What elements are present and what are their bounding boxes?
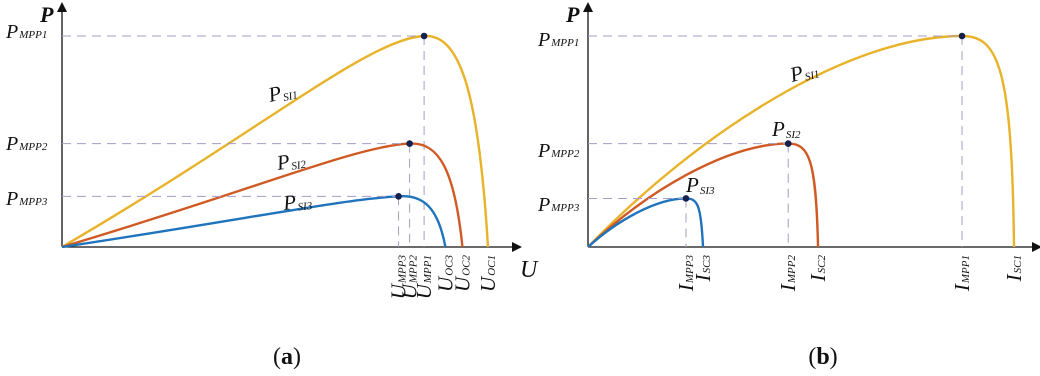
x-tick-label: IMPP2 (776, 255, 800, 293)
series-label: PSI1 (265, 77, 299, 107)
x-tick-label: UMPP3 (387, 255, 411, 300)
panel-caption: (a) (273, 344, 301, 370)
panel-caption: (b) (808, 344, 837, 370)
x-tick-label: UOC1 (476, 255, 500, 292)
y-axis-label: P (565, 2, 580, 27)
y-tick-label: PMPP3 (5, 188, 48, 210)
series-label: PSI3 (685, 173, 715, 197)
mpp-point (958, 32, 966, 40)
mpp-point (406, 140, 413, 147)
x-tick-label: UMPP2 (398, 255, 422, 300)
series-si2-curve (587, 142, 820, 248)
series-label: PSI2 (771, 117, 801, 141)
x-tick-label: ISC2 (806, 255, 830, 283)
series-si2-curve (61, 142, 464, 249)
series-si3-curve (61, 195, 447, 249)
y-axis-arrow (57, 2, 67, 12)
y-tick-label: PMPP2 (537, 140, 580, 162)
y-tick-label: PMPP1 (537, 29, 579, 51)
x-tick-label: ISC3 (691, 255, 715, 283)
mpp-point (395, 193, 402, 200)
x-tick-label: UMPP1 (412, 255, 436, 299)
x-tick-label: UOC3 (433, 255, 457, 292)
series-label: PSI1 (786, 57, 820, 87)
series-si1-curve (587, 34, 1016, 248)
series-label: PSI2 (274, 147, 307, 175)
mpp-point (682, 195, 690, 202)
y-tick-label: PMPP1 (5, 21, 47, 43)
x-axis-label: U (520, 257, 539, 283)
x-axis-arrow (512, 242, 522, 252)
x-tick-label: IMPP3 (674, 255, 698, 293)
y-tick-label: PMPP3 (537, 194, 580, 216)
x-tick-label: IMPP1 (950, 255, 974, 292)
y-tick-label: PMPP2 (5, 133, 48, 155)
mpp-point (420, 32, 428, 40)
x-tick-label: ISC1 (1002, 255, 1026, 282)
x-axis-arrow (1032, 242, 1040, 252)
series-label: PSI3 (281, 188, 313, 215)
panel-a: PUPSI1PSI2PSI3PMPP1PMPP2PMPP3UMPP3UMPP2U… (5, 2, 539, 370)
series-si1-curve (61, 34, 490, 249)
mpp-point (784, 140, 792, 147)
y-axis-arrow (583, 2, 593, 12)
y-axis-label: P (39, 2, 54, 27)
x-tick-label: UOC2 (450, 255, 474, 292)
